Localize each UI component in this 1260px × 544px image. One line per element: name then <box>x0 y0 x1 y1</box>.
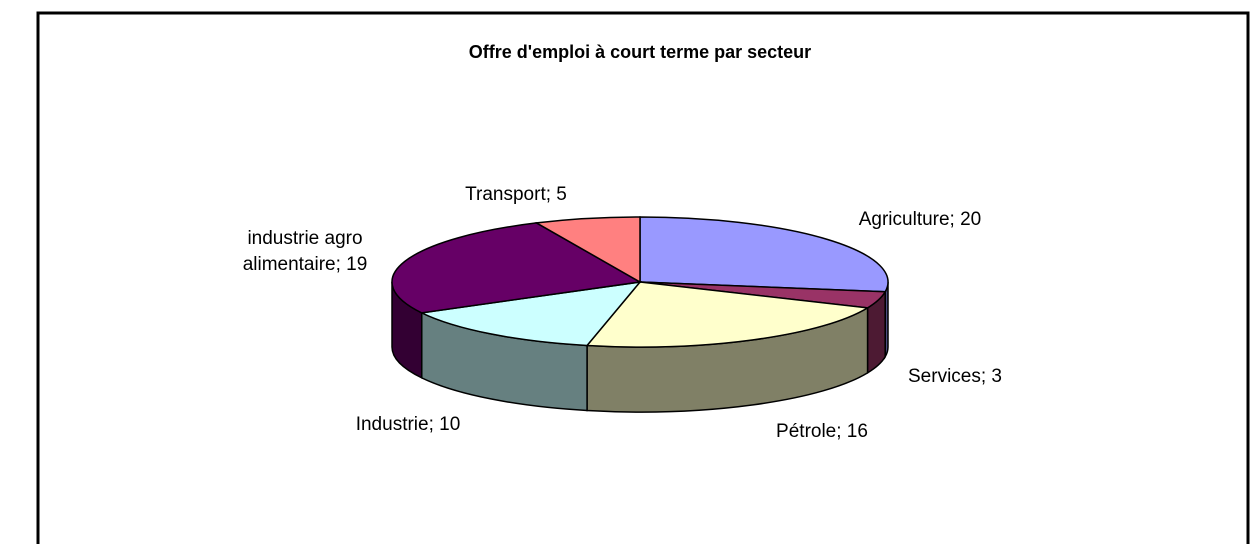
data-label: Pétrole; 16 <box>776 421 868 442</box>
pie-slice <box>419 280 642 347</box>
chart-title: Offre d'emploi à court terme par secteur <box>469 42 811 62</box>
data-label: industrie agro alimentaire; 19 <box>242 228 368 275</box>
data-label: Services; 3 <box>908 366 1002 387</box>
pie-slice <box>585 281 870 348</box>
pie-slice <box>534 216 641 284</box>
data-label: Industrie; 10 <box>355 414 461 435</box>
pie-slice <box>639 216 889 293</box>
data-label: Transport; 5 <box>465 184 567 205</box>
data-label: Agriculture; 20 <box>858 209 982 230</box>
pie-slice <box>391 222 643 314</box>
